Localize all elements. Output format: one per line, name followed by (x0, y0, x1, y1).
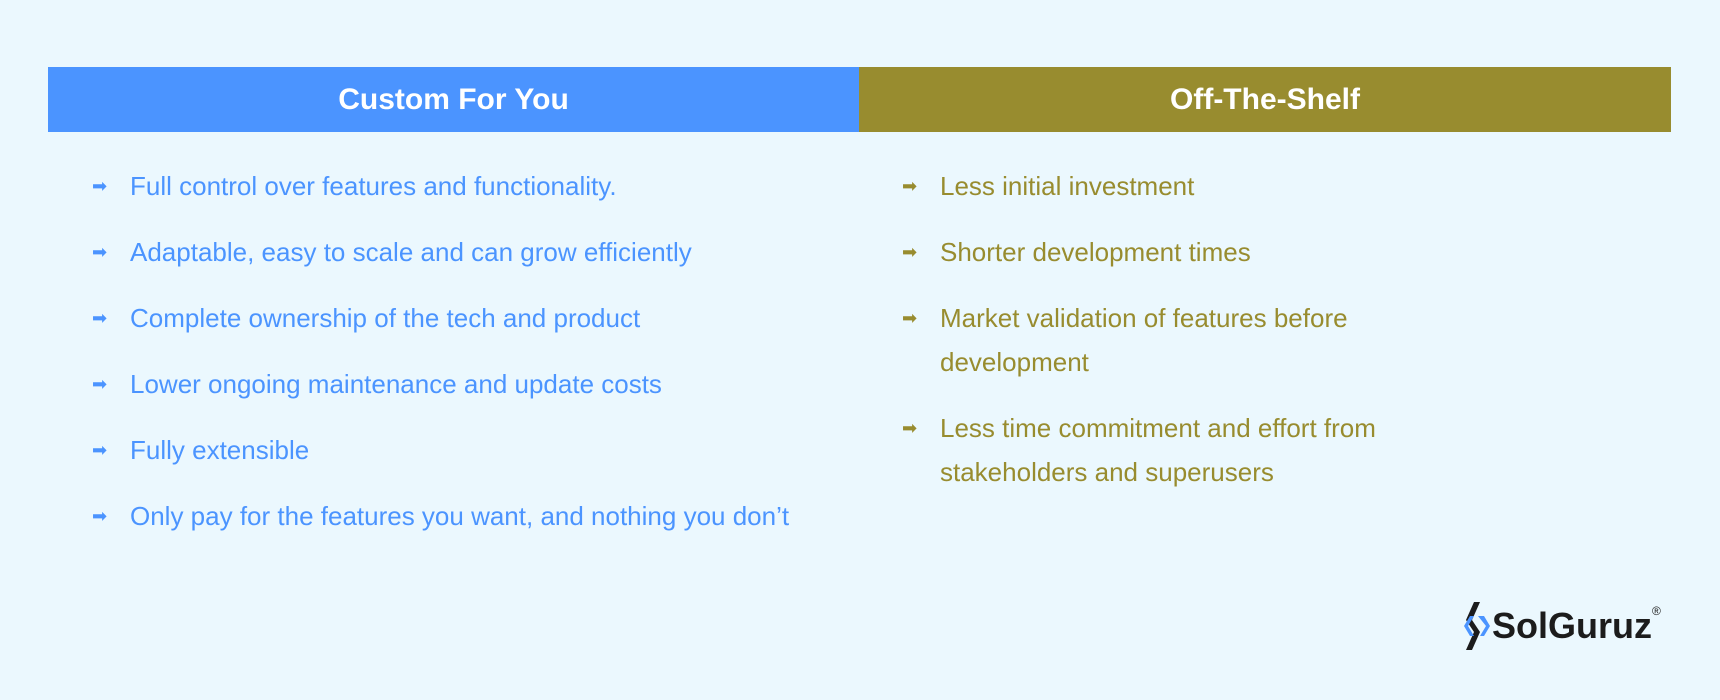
arrow-right-icon: ➡ (92, 242, 108, 262)
off-the-shelf-title: Off-The-Shelf (1170, 82, 1360, 116)
arrow-right-icon: ➡ (92, 506, 108, 526)
custom-list: ➡ Full control over features and function… (92, 164, 832, 560)
arrow-right-icon: ➡ (92, 374, 108, 394)
item-text: Fully extensible (130, 435, 310, 465)
list-item: ➡ Lower ongoing maintenance and update co… (92, 362, 832, 406)
list-item: ➡ Fully extensible (92, 428, 832, 472)
off-the-shelf-list: ➡ Less initial investment ➡ Shorter develo… (902, 164, 1502, 516)
item-text: Less initial investment (940, 171, 1195, 201)
list-item: ➡ Market validation of features before de… (902, 296, 1502, 384)
list-item: ➡ Less time commitment and effort from st… (902, 406, 1502, 494)
arrow-right-icon: ➡ (902, 176, 918, 196)
item-text: Only pay for the features you want, and … (130, 501, 790, 531)
list-item: ➡ Shorter development times (902, 230, 1502, 274)
logo-mark-icon (1464, 602, 1490, 650)
item-text: Adaptable, easy to scale and can grow ef… (130, 237, 692, 267)
list-item: ➡ Complete ownership of the tech and prod… (92, 296, 832, 340)
off-the-shelf-header: Off-The-Shelf (859, 67, 1671, 132)
arrow-right-icon: ➡ (92, 440, 108, 460)
list-item: ➡ Only pay for the features you want, and… (92, 494, 832, 538)
list-item: ➡ Full control over features and function… (92, 164, 832, 208)
item-text: Market validation of features before dev… (940, 303, 1348, 377)
arrow-right-icon: ➡ (902, 418, 918, 438)
custom-title: Custom For You (338, 82, 569, 116)
list-item: ➡ Less initial investment (902, 164, 1502, 208)
item-text: Complete ownership of the tech and produ… (130, 303, 641, 333)
arrow-right-icon: ➡ (92, 308, 108, 328)
item-text: Shorter development times (940, 237, 1251, 267)
item-text: Less time commitment and effort from sta… (940, 413, 1376, 487)
list-item: ➡ Adaptable, easy to scale and can grow e… (92, 230, 832, 274)
item-text: Full control over features and functiona… (130, 171, 617, 201)
arrow-right-icon: ➡ (92, 176, 108, 196)
item-text: Lower ongoing maintenance and update cos… (130, 369, 662, 399)
custom-header: Custom For You (48, 67, 859, 132)
logo-text: SolGuruz (1492, 605, 1652, 646)
arrow-right-icon: ➡ (902, 242, 918, 262)
registered-mark: ® (1652, 604, 1661, 618)
solguruz-logo: SolGuruz ® (1462, 600, 1661, 652)
arrow-right-icon: ➡ (902, 308, 918, 328)
